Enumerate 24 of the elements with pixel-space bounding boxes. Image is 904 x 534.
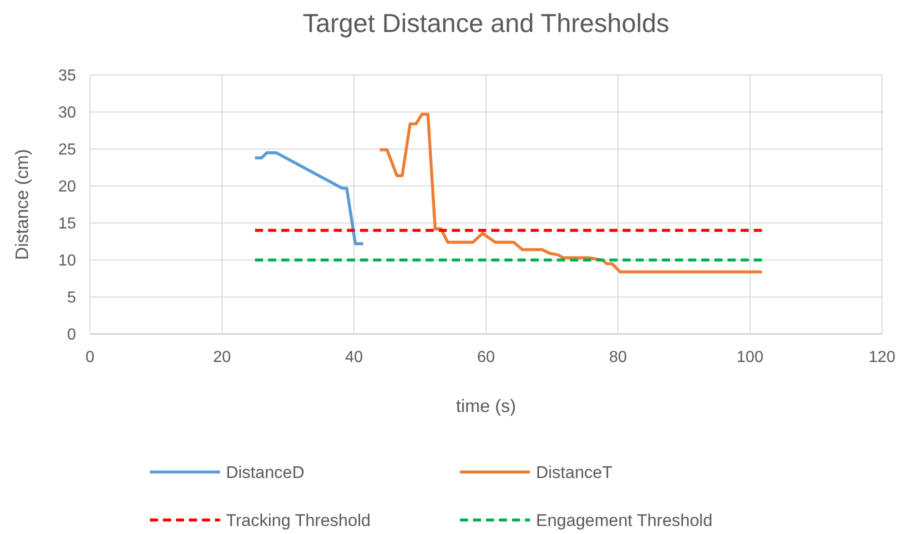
y-axis-title: Distance (cm) [12, 148, 32, 260]
x-axis-title: time (s) [456, 396, 516, 416]
legend-label: Engagement Threshold [536, 510, 712, 530]
line-series [254, 151, 365, 246]
x-tick-label: 100 [736, 349, 764, 366]
x-tick-label: 0 [86, 349, 95, 366]
x-tick-label: 20 [213, 349, 231, 366]
x-tick-label: 60 [477, 349, 495, 366]
chart-title: Target Distance and Thresholds [302, 8, 670, 38]
legend-label: Tracking Threshold [226, 510, 371, 530]
legend-label: DistanceD [226, 462, 304, 482]
x-tick-label: 80 [609, 349, 627, 366]
y-tick-label: 0 [67, 326, 76, 344]
y-tick-label: 10 [58, 252, 76, 270]
y-tick-label: 35 [58, 68, 76, 85]
y-tick-label: 20 [58, 178, 76, 196]
legend-label: DistanceT [536, 462, 613, 482]
y-tick-label: 30 [58, 104, 76, 122]
x-tick-label: 40 [345, 349, 363, 366]
x-tick-label: 120 [868, 349, 896, 366]
y-tick-label: 15 [58, 216, 76, 233]
line-series [378, 112, 764, 274]
y-tick-label: 25 [58, 142, 76, 159]
y-tick-label: 5 [67, 290, 76, 307]
